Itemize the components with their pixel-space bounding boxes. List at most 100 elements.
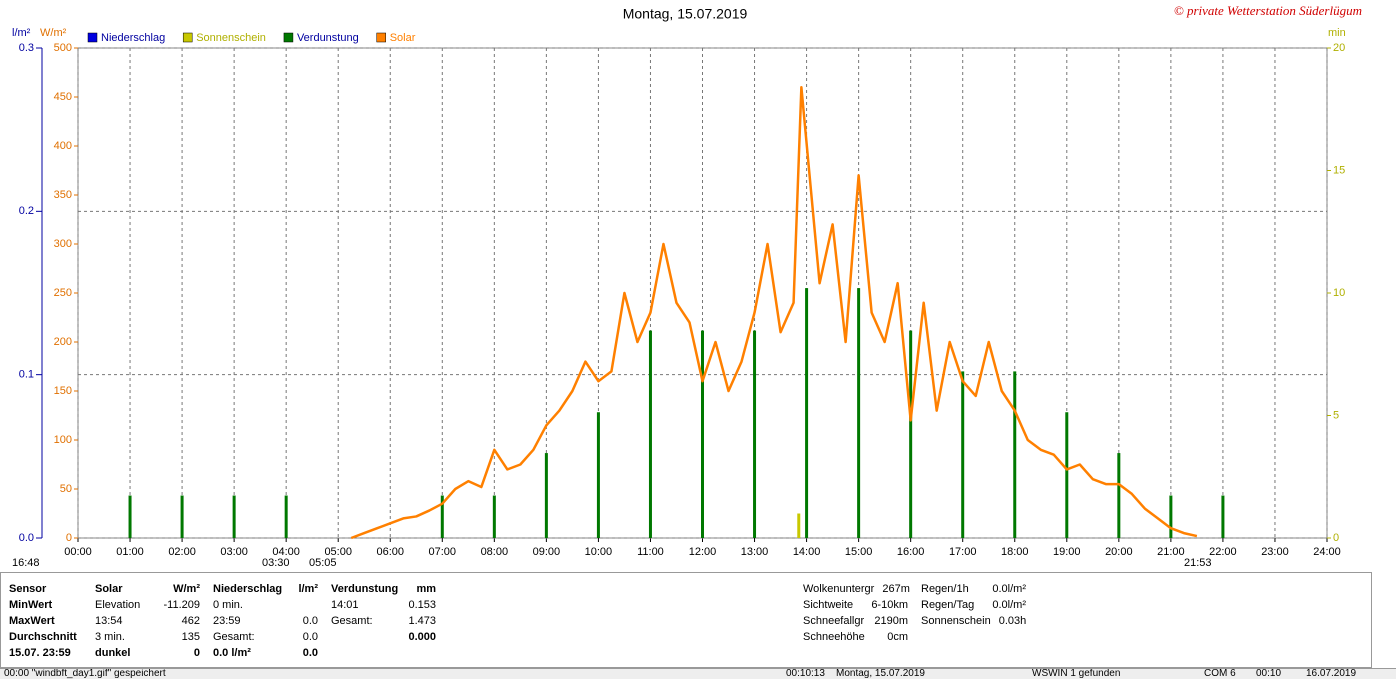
stats-cell: 0.0l/m²	[992, 599, 1026, 611]
legend-swatch	[87, 32, 98, 43]
status-text: COM 6	[1204, 668, 1236, 679]
stats-cell: 0.0	[302, 631, 318, 643]
x-tick-label: 00:00	[64, 546, 92, 558]
y2-tick-label: 300	[54, 238, 72, 250]
status-text: 00:00 "windbft_day1.gif" gespeichert	[4, 668, 166, 679]
status-text: 00:10:13	[786, 668, 825, 679]
stats-cell: 6-10km	[871, 599, 908, 611]
x-tick-label: 21:00	[1157, 546, 1185, 558]
stats-row: MinWert	[9, 599, 87, 615]
y-tick-label: 0.1	[19, 369, 34, 381]
stats-cell: 0cm	[887, 631, 908, 643]
stats-cell: 462	[181, 615, 200, 627]
stats-cell: Sensor	[9, 583, 47, 595]
x-tick-label: 04:00	[272, 546, 300, 558]
legend-label: Solar	[390, 32, 416, 44]
stats-cell: 1.473	[408, 615, 436, 627]
stats-row: Sonnenschein 0.03h	[921, 615, 1026, 631]
x-tick-label: 12:00	[689, 546, 717, 558]
stats-row: 0.000	[331, 631, 436, 647]
y3-tick-label: 10	[1333, 287, 1345, 299]
x-tick-label: 05:00	[324, 546, 352, 558]
stats-row: Schneefallgr 2190m	[803, 615, 908, 631]
stats-cell: Elevation	[95, 599, 141, 611]
y2-tick-label: 350	[54, 189, 72, 201]
legend-swatch	[283, 32, 294, 43]
status-bar: 00:00 "windbft_day1.gif" gespeichert 00:1…	[0, 668, 1396, 679]
bar	[128, 495, 132, 538]
bar	[1221, 495, 1225, 538]
stats-row: Regen/1h 0.0l/m²	[921, 583, 1026, 599]
stats-cell: -11.209	[163, 599, 201, 611]
stats-cell: Regen/1h	[921, 583, 969, 595]
x-tick-label: 06:00	[376, 546, 404, 558]
stats-row: Sichtweite 6-10km	[803, 599, 908, 615]
y2-tick-label: 150	[54, 385, 72, 397]
bar	[1065, 412, 1069, 538]
stats-cell: 0.0 l/m²	[213, 647, 251, 659]
x-tick-label: 03:00	[220, 546, 248, 558]
y2-tick-label: 450	[54, 91, 72, 103]
x-tick-label: 23:00	[1261, 546, 1289, 558]
solar-line	[350, 85, 1198, 540]
x-tick-label: 16:00	[897, 546, 925, 558]
stats-row: Elevation -11.209	[95, 599, 200, 615]
bar	[1117, 453, 1121, 538]
y2-tick-label: 400	[54, 140, 72, 152]
stats-cell: MinWert	[9, 599, 53, 611]
bar	[1013, 371, 1017, 538]
y-tick-label: 0.3	[19, 42, 34, 54]
stats-cell: 0 min.	[213, 599, 243, 611]
x-tick-label: 18:00	[1001, 546, 1029, 558]
stats-cell: Sichtweite	[803, 599, 854, 611]
bar	[797, 513, 801, 538]
credit: © private Wetterstation Süderlügum	[1174, 3, 1362, 18]
status-text: 00:10	[1256, 668, 1282, 679]
stats-cell: MaxWert	[9, 615, 55, 627]
stats-cell: W/m²	[173, 583, 200, 595]
x-tick-label: 22:00	[1209, 546, 1237, 558]
stats-cell: 14:01	[331, 599, 359, 611]
bar	[284, 495, 288, 538]
stats-column: Regen/1h 0.0l/m² Regen/Tag 0.0l/m² Sonnensch…	[921, 583, 1026, 631]
x-tick-label: 09:00	[533, 546, 561, 558]
y3-tick-label: 5	[1333, 409, 1339, 421]
stats-row: 14:01 0.153	[331, 599, 436, 615]
bar	[701, 330, 704, 538]
stats-row: 15.07. 23:59	[9, 647, 87, 663]
stats-cell: Durchschnitt	[9, 631, 77, 643]
y2-tick-label: 100	[54, 434, 72, 446]
stats-column: Sensor MinWert MaxWert Durchschnitt 15.07. 2…	[9, 583, 87, 663]
bar	[544, 453, 548, 538]
bar	[648, 330, 652, 538]
bar	[440, 495, 444, 538]
y2-tick-label: 0	[66, 532, 72, 544]
annotation: 21:53	[1184, 557, 1212, 569]
stats-cell: 15.07. 23:59	[9, 647, 71, 659]
stats-cell: Gesamt:	[331, 615, 373, 627]
stats-cell: 0.0	[302, 615, 318, 627]
stats-row: Verdunstung mm	[331, 583, 436, 599]
stats-cell: Solar	[95, 583, 123, 595]
stats-cell: 0.03h	[998, 615, 1027, 627]
x-tick-label: 15:00	[845, 546, 873, 558]
stats-cell: 0.0l/m²	[992, 583, 1026, 595]
stats-row: 0 min.	[213, 599, 318, 615]
y-axis-unit: l/m²	[12, 27, 31, 39]
stats-cell: 2190m	[874, 615, 908, 627]
bar	[492, 495, 496, 538]
y3-tick-label: 20	[1333, 42, 1345, 54]
stats-row: MaxWert	[9, 615, 87, 631]
x-tick-label: 19:00	[1053, 546, 1081, 558]
stats-row: Regen/Tag 0.0l/m²	[921, 599, 1026, 615]
stats-cell: 0.000	[408, 631, 436, 643]
x-tick-label: 07:00	[429, 546, 457, 558]
legend-swatch	[182, 32, 193, 43]
stats-column: Wolkenuntergr 267m Sichtweite 6-10km Schneef…	[803, 583, 910, 647]
y-tick-label: 0.0	[19, 532, 34, 544]
stats-cell: Schneehöhe	[803, 631, 865, 643]
stats-row: Solar W/m²	[95, 583, 200, 599]
y2-tick-label: 250	[54, 287, 72, 299]
y2-tick-label: 50	[60, 483, 72, 495]
